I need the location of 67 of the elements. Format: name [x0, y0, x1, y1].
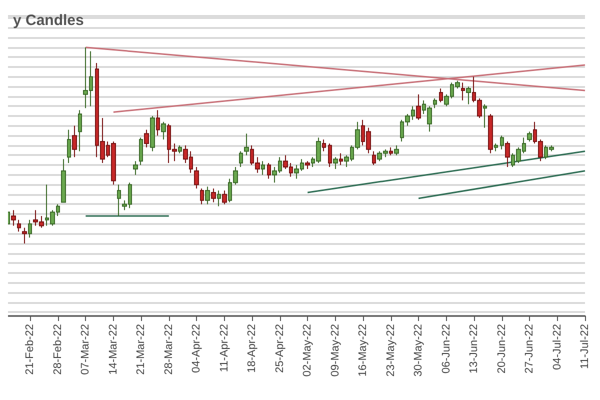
x-tick-label: 20-Jun-22 [496, 324, 508, 374]
candlestick [205, 186, 210, 205]
candlestick [328, 142, 332, 168]
x-tick-label: 06-Jun-22 [440, 324, 452, 374]
candlestick [305, 160, 310, 170]
candlestick [488, 114, 493, 154]
candlestick [244, 133, 249, 156]
candlestick [466, 86, 471, 105]
candlestick [117, 184, 121, 216]
candlestick [394, 144, 399, 156]
x-tick-label: 27-Jun-22 [524, 324, 536, 374]
x-tick-label: 25-Apr-22 [274, 324, 286, 373]
candlestick [139, 137, 143, 166]
candlestick [61, 158, 66, 203]
x-tick-label: 09-May-22 [329, 324, 342, 377]
x-tick-label: 21-Feb-22 [24, 324, 36, 375]
candlestick [200, 188, 204, 205]
candlestick [11, 210, 16, 226]
candlestick [239, 150, 243, 168]
candlestick [461, 82, 465, 101]
candlestick [217, 190, 221, 207]
x-tick-label: 13-Jun-22 [468, 324, 480, 374]
x-tick-label: 11-Apr-22 [218, 324, 230, 372]
x-tick-label: 02-May-22 [302, 324, 314, 377]
candlestick [17, 219, 21, 232]
x-tick-label: 28-Feb-22 [52, 324, 64, 375]
candlestick [494, 142, 498, 152]
candlestick [339, 152, 343, 166]
candlestick [72, 125, 77, 158]
candlestick [211, 188, 216, 203]
candlestick [222, 190, 227, 205]
candlestick [433, 98, 437, 109]
candlestick [483, 104, 487, 128]
candlestick [133, 160, 138, 176]
x-tick-label: 23-May-22 [384, 324, 397, 377]
x-tick-label: 28-Mar-22 [162, 324, 175, 375]
candlestick [439, 88, 443, 103]
candlestick [156, 110, 160, 136]
candlestick [78, 110, 82, 152]
candlestick [150, 116, 155, 152]
x-tick-label: 11-Jul-22 [579, 324, 591, 370]
candlestick [372, 150, 376, 166]
candlestick [416, 94, 421, 120]
x-tick-label: 18-Apr-22 [246, 324, 258, 373]
candlestick [194, 166, 199, 190]
chart-title: y Candles [13, 12, 84, 29]
x-tick-label: 04-Apr-22 [190, 324, 203, 373]
candlestick [389, 146, 393, 156]
candlestick [267, 162, 271, 180]
candlestick [261, 160, 265, 176]
candlestick [144, 129, 149, 148]
candlestick [22, 227, 27, 244]
candlestick [333, 156, 338, 170]
x-tick-label: 16-May-22 [357, 324, 370, 377]
x-tick-label: 04-Jul-22 [551, 324, 564, 370]
candlestick [505, 140, 510, 168]
candlestick [527, 131, 532, 142]
candlestick [161, 121, 166, 140]
candlestick [500, 135, 504, 150]
x-tick-label: 14-Mar-22 [107, 324, 120, 375]
candlestick [28, 219, 32, 238]
candlestick [67, 129, 71, 164]
candlestick [178, 144, 182, 154]
x-tick-label: 30-May-22 [412, 324, 425, 377]
x-tick-label: 07-Mar-22 [80, 324, 92, 375]
x-tick-label: 21-Mar-22 [135, 324, 148, 375]
candlestick [322, 139, 326, 152]
